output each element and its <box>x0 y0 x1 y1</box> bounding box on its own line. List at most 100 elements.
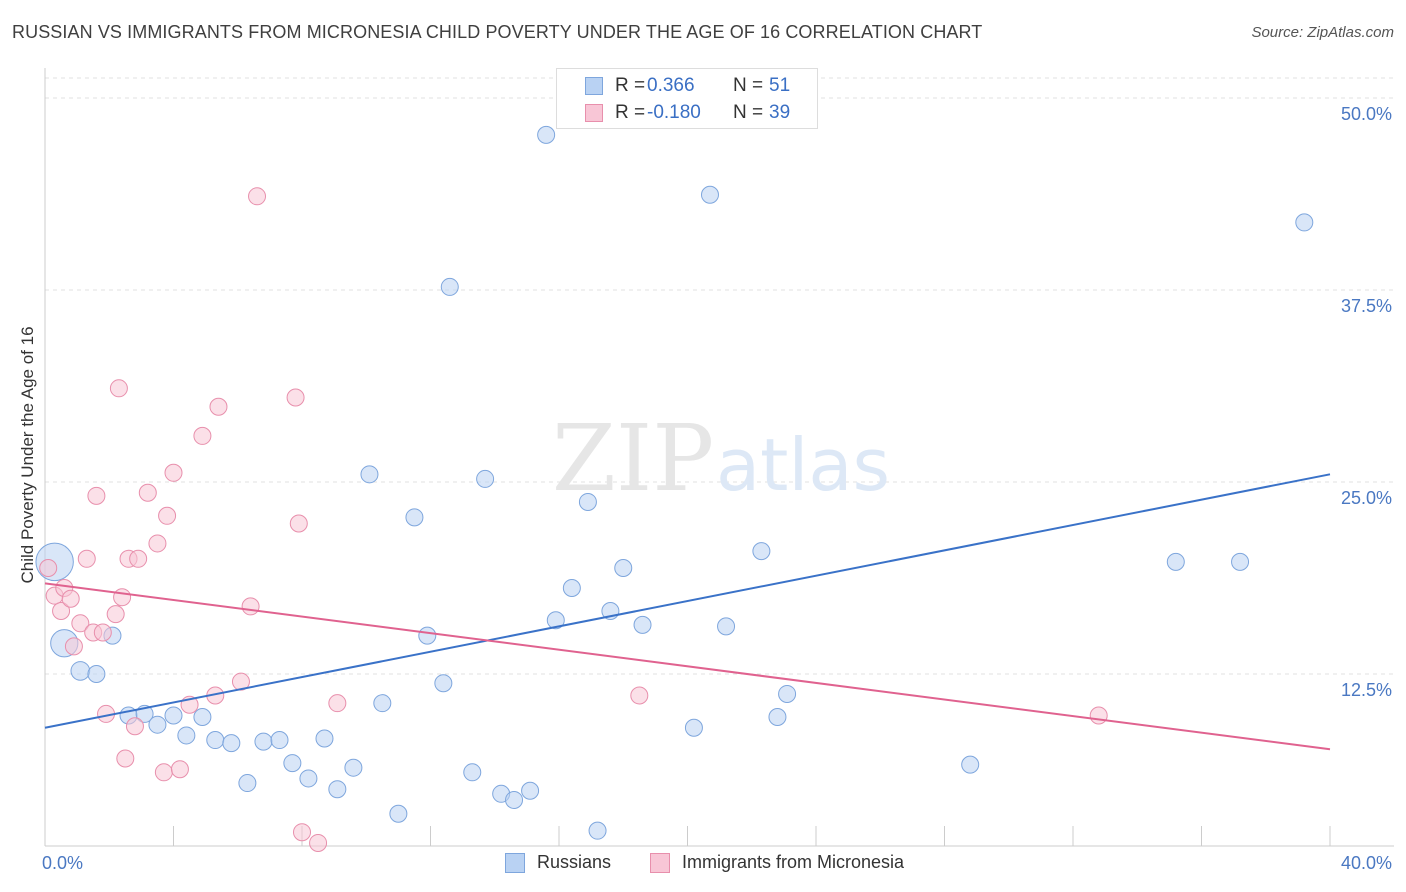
point-russians <box>684 718 703 737</box>
r-value: 0.366 <box>647 75 695 96</box>
point-russians <box>463 763 482 782</box>
point-russians <box>238 774 257 793</box>
n-label: N = <box>733 75 764 96</box>
point-micronesia <box>289 514 308 533</box>
trend-lines <box>44 473 1331 751</box>
point-russians <box>254 732 273 751</box>
source-label: Source: ZipAtlas.com <box>1251 24 1394 41</box>
point-russians <box>299 769 318 788</box>
r-value: -0.180 <box>647 102 701 123</box>
point-micronesia <box>93 623 112 642</box>
point-russians <box>389 804 408 823</box>
point-micronesia <box>170 760 189 779</box>
point-russians <box>752 542 771 561</box>
r-label: R = <box>615 102 646 123</box>
point-micronesia <box>193 426 212 445</box>
legend-label-micronesia: Immigrants from Micronesia <box>682 852 905 872</box>
point-russians <box>537 125 556 144</box>
point-russians <box>717 617 736 636</box>
point-micronesia <box>309 833 328 852</box>
point-russians <box>633 615 652 634</box>
point-micronesia <box>109 379 128 398</box>
point-russians <box>373 694 392 713</box>
stats-box: R = 0.366 N = 51 R = -0.180 N = 39 <box>556 68 818 129</box>
point-micronesia <box>138 483 157 502</box>
point-russians <box>87 665 106 683</box>
point-russians <box>700 185 719 204</box>
point-russians <box>206 731 225 750</box>
point-russians <box>177 726 196 745</box>
point-russians <box>961 755 980 774</box>
y-tick-label: 12.5% <box>1340 680 1392 700</box>
point-micronesia <box>286 388 305 407</box>
point-micronesia <box>328 694 347 713</box>
point-micronesia <box>71 614 90 633</box>
point-russians <box>521 781 540 800</box>
point-russians <box>328 780 347 799</box>
point-russians <box>405 508 424 527</box>
point-russians <box>222 734 241 753</box>
legend: Russians Immigrants from Micronesia <box>0 852 1406 878</box>
point-micronesia <box>231 672 250 691</box>
point-micronesia <box>293 823 311 842</box>
point-micronesia <box>125 717 144 736</box>
point-micronesia <box>164 463 183 482</box>
x-tick-label-min: 0.0% <box>42 853 84 873</box>
chart-title: RUSSIAN VS IMMIGRANTS FROM MICRONESIA CH… <box>12 22 983 42</box>
point-micronesia <box>116 749 135 768</box>
trend-line-micronesia <box>44 582 1331 751</box>
point-russians <box>315 729 334 748</box>
point-micronesia <box>87 486 106 505</box>
point-russians <box>1295 213 1314 232</box>
point-micronesia <box>106 605 125 624</box>
point-russians <box>360 465 379 484</box>
r-label: R = <box>615 75 646 96</box>
point-micronesia <box>154 763 173 782</box>
point-russians <box>578 492 597 511</box>
point-micronesia <box>630 686 649 705</box>
data-points <box>35 125 1314 852</box>
point-russians <box>148 715 167 734</box>
watermark-atlas: atlas <box>716 423 890 507</box>
point-russians <box>476 469 495 488</box>
n-value: 39 <box>769 102 791 123</box>
stats-swatch-russians <box>585 77 603 95</box>
point-russians <box>588 821 607 840</box>
legend-swatch-russians <box>505 853 525 873</box>
trend-line-russians <box>44 473 1331 729</box>
point-russians <box>1166 552 1185 571</box>
point-russians <box>614 559 633 578</box>
point-russians <box>164 706 183 725</box>
point-micronesia <box>158 506 177 525</box>
legend-label-russians: Russians <box>537 852 612 872</box>
point-micronesia <box>248 187 267 206</box>
point-russians <box>344 758 363 777</box>
point-micronesia <box>61 589 80 608</box>
point-russians <box>70 661 91 681</box>
point-micronesia <box>113 588 132 607</box>
point-russians <box>434 674 453 693</box>
point-micronesia <box>148 534 167 553</box>
point-russians <box>193 708 212 727</box>
point-russians <box>1231 552 1250 571</box>
point-russians <box>546 611 565 630</box>
y-tick-label: 50.0% <box>1340 104 1392 124</box>
point-russians <box>778 684 797 703</box>
point-russians <box>270 731 289 750</box>
point-micronesia <box>129 549 148 568</box>
point-micronesia <box>77 549 96 568</box>
point-russians <box>418 626 437 645</box>
point-micronesia <box>241 597 260 616</box>
y-tick-label: 25.0% <box>1340 488 1392 508</box>
n-label: N = <box>733 102 764 123</box>
y-tick-label: 37.5% <box>1340 296 1392 316</box>
point-russians <box>768 708 787 727</box>
gridlines <box>45 77 1394 675</box>
watermark-zip: ZIP <box>552 405 714 512</box>
watermark: ZIP atlas <box>552 405 890 512</box>
point-russians <box>505 790 524 809</box>
stats-swatch-micronesia <box>585 104 603 122</box>
point-russians <box>562 578 581 597</box>
point-micronesia <box>64 637 83 656</box>
